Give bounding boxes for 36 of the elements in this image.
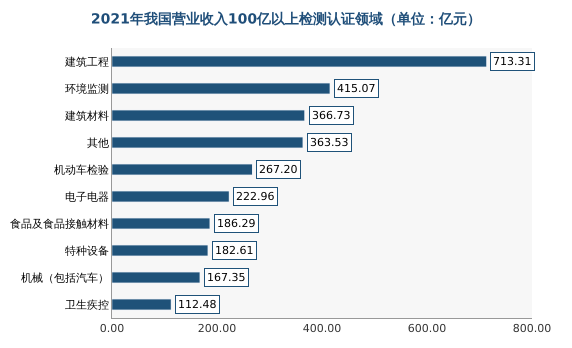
- y-tick-label: 特种设备: [64, 244, 109, 258]
- data-label: 366.73: [312, 109, 350, 122]
- chart-title: 2021年我国营业收入100亿以上检测认证领域（单位：亿元）: [90, 12, 482, 28]
- data-label: 363.53: [310, 136, 348, 149]
- data-label: 182.61: [215, 244, 254, 257]
- data-label: 267.20: [259, 163, 298, 176]
- y-tick-label: 电子电器: [64, 190, 109, 204]
- data-label: 713.31: [493, 55, 532, 68]
- x-tick-label: 600.00: [408, 322, 446, 336]
- bar: [112, 164, 253, 176]
- bar: [112, 56, 487, 68]
- bar: [112, 82, 330, 94]
- data-label: 112.48: [178, 298, 216, 311]
- data-label: 167.35: [207, 271, 246, 284]
- data-label: 415.07: [337, 82, 376, 95]
- bar: [112, 218, 210, 230]
- y-tick-label: 建筑工程: [64, 55, 109, 68]
- y-tick-label: 其他: [86, 136, 109, 150]
- y-tick-label: 机械（包括汽车）: [20, 271, 109, 284]
- bar: [112, 136, 304, 148]
- bar: [112, 272, 200, 284]
- y-tick-label: 建筑材料: [64, 109, 109, 122]
- x-tick-label: 200.00: [198, 322, 236, 336]
- bar: [112, 298, 172, 310]
- x-tick-label: 0.00: [100, 322, 124, 336]
- bar: [112, 110, 305, 122]
- y-tick-label: 食品及食品接触材料: [10, 217, 109, 230]
- bar: [112, 190, 230, 202]
- data-label: 186.29: [217, 217, 256, 230]
- bar: [112, 244, 208, 256]
- y-tick-label: 机动车检验: [54, 163, 109, 176]
- data-label: 222.96: [236, 190, 274, 203]
- x-tick-label: 400.00: [302, 322, 342, 336]
- y-tick-label: 卫生疾控: [64, 298, 109, 312]
- x-tick-label: 800.00: [512, 322, 552, 336]
- y-tick-label: 环境监测: [64, 82, 109, 96]
